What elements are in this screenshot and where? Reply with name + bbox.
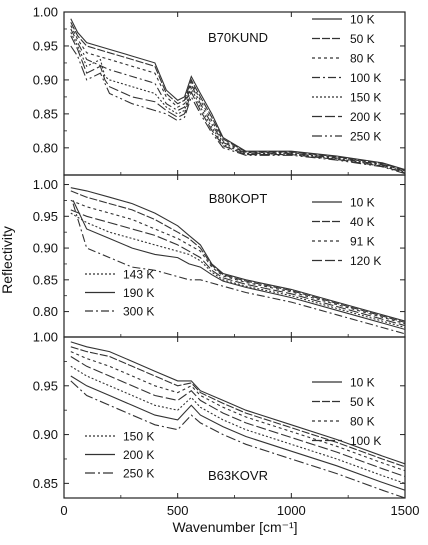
series-line-150k	[70, 365, 405, 484]
legend-label: 250 K	[123, 467, 154, 481]
series-line-200k	[70, 375, 405, 491]
legend-label: 10 K	[350, 376, 375, 390]
y-axis-title: Reflectivity	[0, 226, 15, 294]
x-tick-label: 1500	[391, 503, 420, 518]
legend-label: 40 K	[350, 215, 375, 229]
series-line-10k	[70, 341, 405, 465]
panel-3: 0.85 0.90 0.95 1.00 B63KOVR 10 K 50 K 80 K 100 K…	[33, 330, 420, 519]
panel-2: 0.80 0.85 0.90 0.95 1.00 B80KOPT 10 K 40 K 91 K 1…	[33, 174, 406, 338]
series-line-300k	[72, 203, 405, 335]
y-tick-label: 0.95	[33, 378, 58, 393]
series-line-143k	[70, 212, 405, 329]
series-line-50k	[70, 346, 405, 468]
y-tick-label: 0.80	[33, 140, 58, 155]
legend-label: 80 K	[350, 52, 375, 66]
legend-label: 10 K	[350, 13, 375, 27]
legend-label: 200 K	[123, 448, 154, 462]
panel-title: B80KOPT	[209, 191, 268, 206]
legend-label: 200 K	[350, 110, 381, 124]
x-tick-label: 0	[60, 503, 67, 518]
series-line-250k	[70, 380, 405, 498]
legend-label: 190 K	[123, 286, 154, 300]
legend-label: 80 K	[350, 415, 375, 429]
y-tick-label: 0.85	[33, 106, 58, 121]
series-line-50k	[70, 21, 405, 171]
legend-label: 50 K	[350, 395, 375, 409]
x-tick-label: 500	[167, 503, 189, 518]
x-tick-label: 1000	[277, 503, 306, 518]
legend-label: 300 K	[123, 305, 154, 319]
series-line-100k	[70, 356, 405, 478]
series-line-40k	[70, 190, 405, 323]
y-tick-label: 0.85	[33, 476, 58, 491]
series-group	[70, 18, 405, 175]
y-tick-label: 0.95	[33, 209, 58, 224]
y-tick-label: 0.80	[33, 304, 58, 319]
series-line-250k	[70, 45, 405, 175]
series-line-120k	[70, 209, 405, 327]
legend-label: 143 K	[123, 268, 154, 282]
legend-label: 10 K	[350, 196, 375, 210]
x-axis-title: Wavenumber [cm⁻¹]	[172, 519, 297, 535]
legend-label: 250 K	[350, 130, 381, 144]
legend-label: 120 K	[350, 254, 381, 268]
y-tick-label: 0.85	[33, 272, 58, 287]
series-line-80k	[70, 25, 405, 172]
series-line-100k	[70, 28, 405, 173]
y-tick-label: 0.90	[33, 427, 58, 442]
series-group	[70, 341, 405, 498]
legend-label: 150 K	[350, 91, 381, 105]
legend-label: 150 K	[123, 430, 154, 444]
series-line-190k	[72, 200, 405, 330]
panel-title: B70KUND	[208, 30, 268, 45]
series-line-10k	[70, 18, 405, 171]
legend-label: 91 K	[350, 235, 375, 249]
series-line-10k	[70, 187, 405, 322]
y-tick-label: 0.90	[33, 72, 58, 87]
legend-label: 100 K	[350, 434, 381, 448]
panel-1: 0.80 0.85 0.90 0.95 1.00 B70KUND 10 K 50 K 80 K 1…	[33, 5, 406, 176]
series-line-91k	[70, 199, 405, 325]
series-line-200k	[70, 35, 405, 174]
y-tick-label: 1.00	[33, 5, 58, 20]
legend-label: 100 K	[350, 71, 381, 85]
legend-label: 50 K	[350, 32, 375, 46]
series-line-150k	[70, 32, 405, 173]
series-group	[70, 187, 405, 335]
panel-title: B63KOVR	[208, 468, 268, 483]
y-tick-label: 1.00	[33, 177, 58, 192]
y-tick-label: 1.00	[33, 330, 58, 345]
y-tick-label: 0.90	[33, 241, 58, 256]
y-tick-label: 0.95	[33, 38, 58, 53]
panels-layer: 0.80 0.85 0.90 0.95 1.00 B70KUND 10 K 50 K 80 K 1…	[33, 5, 420, 519]
series-line-80k	[70, 351, 405, 472]
